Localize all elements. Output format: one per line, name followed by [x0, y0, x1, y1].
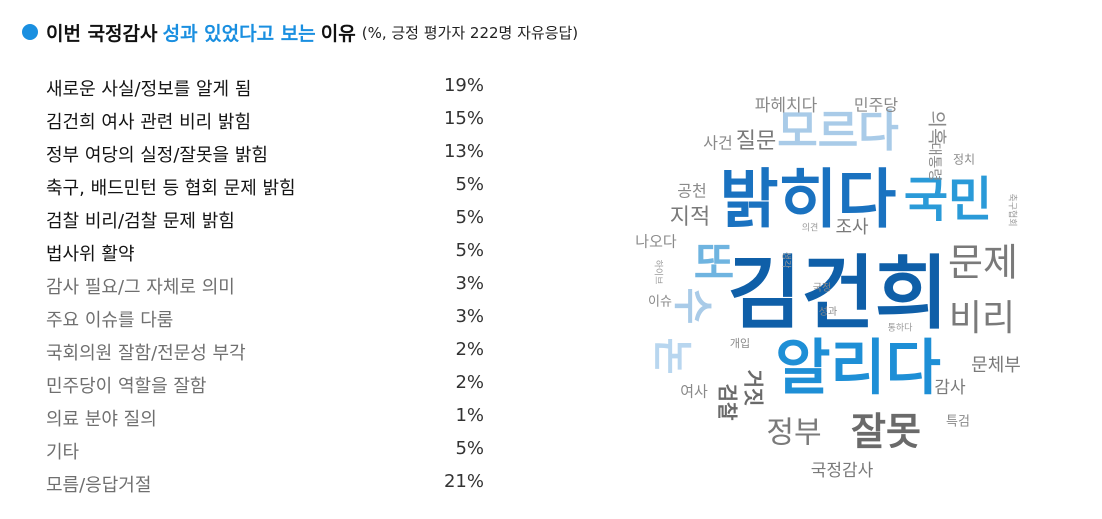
wordcloud-word: 민주당: [854, 96, 898, 115]
row-label: 의료 분야 질의: [46, 409, 157, 430]
table-row: 검찰 비리/검찰 문제 밝힘 5%: [46, 203, 490, 236]
table-row: 감사 필요/그 자체로 의미 3%: [46, 269, 490, 302]
wordcloud-word: 여사: [680, 383, 708, 401]
table-row: 법사위 활약 5%: [46, 236, 490, 269]
wordcloud-word: 국: [651, 338, 697, 375]
row-value: 5%: [455, 240, 484, 261]
table-row: 민주당이 역할을 잘함 2%: [46, 368, 490, 401]
wordcloud-word: 김건희: [728, 247, 949, 340]
row-value: 21%: [443, 471, 484, 492]
row-label: 모름/응답거절: [46, 475, 152, 496]
row-label: 새로운 사실/정보를 알게 됨: [46, 79, 252, 100]
wordcloud-word: 국민: [904, 172, 992, 228]
table-row: 모름/응답거절 21%: [46, 467, 490, 500]
row-label: 기타: [46, 442, 80, 463]
row-value: 1%: [455, 405, 484, 426]
table-row: 주요 이슈를 다룸 3%: [46, 302, 490, 335]
wordcloud-word: 알리다: [775, 334, 941, 404]
row-value: 2%: [455, 372, 484, 393]
row-label: 감사 필요/그 자체로 의미: [46, 277, 235, 298]
row-label: 주요 이슈를 다룸: [46, 310, 174, 331]
wordcloud-word: 사건: [703, 134, 732, 153]
wordcloud-word: 밝히다: [720, 164, 897, 238]
wordcloud-word: 나오다: [635, 233, 677, 251]
wordcloud-word: 생각: [781, 252, 793, 269]
chart-header: 이번 국정감사 성과 있었다고 보는 이유 (%, 긍정 평가자 222명 자유…: [22, 10, 578, 54]
wordcloud-word: 질문: [736, 129, 776, 154]
wordcloud-word: 문체부: [971, 355, 1021, 376]
row-value: 13%: [443, 141, 484, 162]
row-value: 2%: [455, 339, 484, 360]
wordcloud-word: 특검: [946, 415, 970, 430]
wordcloud-word: 검찰: [716, 384, 740, 421]
row-value: 5%: [455, 207, 484, 228]
wordcloud-word: 의혹: [926, 111, 948, 146]
wordcloud-word: 비리: [949, 298, 1015, 339]
table-row: 정부 여당의 실정/잘못을 밝힘 13%: [46, 137, 490, 170]
row-value: 15%: [443, 108, 484, 129]
table-row: 의료 분야 질의 1%: [46, 401, 490, 434]
wordcloud-word: 하이브: [653, 260, 664, 285]
title-bullet-icon: [22, 24, 38, 40]
wordcloud-word: 거짓: [742, 370, 766, 407]
wordcloud-word: 정치: [953, 153, 975, 167]
row-value: 3%: [455, 306, 484, 327]
wordcloud-word: 문제: [948, 241, 1018, 285]
row-label: 국회의원 잘함/전문성 부각: [46, 343, 246, 364]
wordcloud-word: 감사: [934, 378, 966, 398]
row-label: 정부 여당의 실정/잘못을 밝힘: [46, 145, 268, 166]
wordcloud-word: 이슈: [648, 295, 672, 310]
wordcloud-word: 조사: [835, 217, 869, 238]
row-value: 5%: [455, 174, 484, 195]
row-label: 검찰 비리/검찰 문제 밝힘: [46, 211, 235, 232]
wordcloud-word: 의견: [802, 222, 819, 234]
table-row: 기타 5%: [46, 434, 490, 467]
wordcloud-word: 공천: [677, 182, 706, 201]
row-label: 김건희 여사 관련 비리 밝힘: [46, 112, 252, 133]
wordcloud-word: 국정: [813, 282, 831, 294]
wordcloud-word: 성과: [819, 306, 837, 318]
wordcloud-word: 정부: [766, 416, 821, 451]
wordcloud-word: 모르다: [777, 106, 898, 157]
table-row: 김건희 여사 관련 비리 밝힘 15%: [46, 104, 490, 137]
wordcloud-word: 파헤치다: [755, 96, 818, 116]
wordcloud-word: 축구협회: [1007, 193, 1019, 226]
title-note: (%, 긍정 평가자 222명 자유응답): [361, 23, 579, 42]
table-row: 국회의원 잘함/전문성 부각 2%: [46, 335, 490, 368]
reason-table: 새로운 사실/정보를 알게 됨 19% 김건희 여사 관련 비리 밝힘 15% 정부 여…: [46, 71, 490, 500]
wordcloud-word: 통하다: [888, 323, 914, 334]
row-label: 법사위 활약: [46, 244, 135, 265]
wordcloud-word: 국정감사: [811, 461, 874, 481]
wordcloud-word: 잘못: [851, 410, 921, 454]
title-part-3: 이유: [320, 22, 356, 45]
table-row: 새로운 사실/정보를 알게 됨 19%: [46, 71, 490, 104]
title-part-1: 이번 국정감사: [46, 22, 158, 45]
wordcloud-word: 또: [694, 238, 734, 289]
title-part-2: 성과 있었다고 보는: [162, 22, 316, 45]
row-value: 19%: [443, 75, 484, 96]
wordcloud-word: 대통령: [926, 143, 942, 182]
row-label: 축구, 배드민턴 등 협회 문제 밝힘: [46, 178, 296, 199]
row-value: 3%: [455, 273, 484, 294]
table-row: 축구, 배드민턴 등 협회 문제 밝힘 5%: [46, 170, 490, 203]
row-label: 민주당이 역할을 잘함: [46, 376, 207, 397]
row-value: 5%: [455, 438, 484, 459]
wordcloud-word: 지적: [670, 205, 710, 230]
wordcloud-word: 개입: [730, 337, 750, 350]
wordcloud-word: 수: [669, 288, 715, 325]
